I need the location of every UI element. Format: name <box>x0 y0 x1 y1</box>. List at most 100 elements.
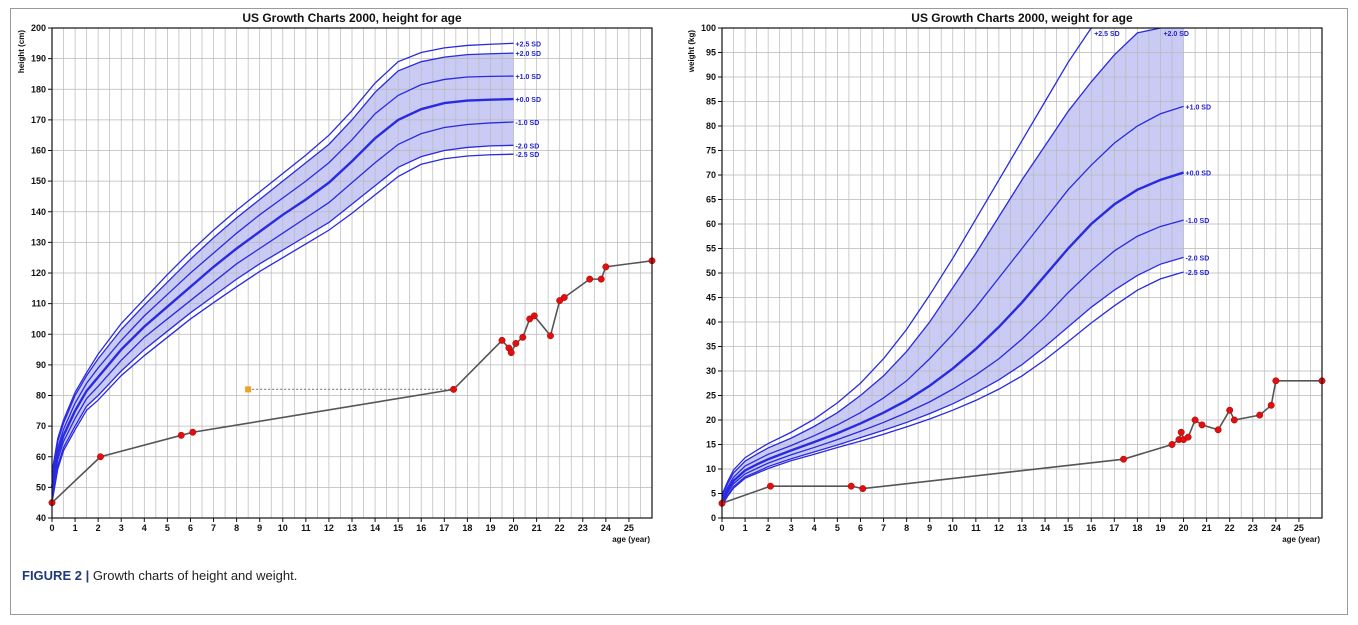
x-axis-label: age (year) <box>1282 535 1320 544</box>
x-tick-label: 5 <box>165 523 170 533</box>
x-tick-label: 3 <box>789 523 794 533</box>
caption-label: FIGURE 2 | <box>22 568 90 583</box>
patient-point <box>1256 411 1264 419</box>
x-tick-label: 24 <box>601 523 611 533</box>
x-tick-label: 14 <box>1040 523 1050 533</box>
figure-caption: FIGURE 2 | Growth charts of height and w… <box>22 568 297 583</box>
y-tick-label: 10 <box>706 464 716 474</box>
patient-point <box>1230 416 1238 424</box>
reference-curve-minus-1-0-sd <box>51 121 514 494</box>
patient-point <box>586 275 594 283</box>
x-tick-label: 8 <box>234 523 239 533</box>
patient-point <box>1191 416 1199 424</box>
patient-point <box>847 482 855 490</box>
reference-curve-minus-2-5-sd <box>721 271 1184 507</box>
caption-text: Growth charts of height and weight. <box>89 568 298 583</box>
x-tick-label: 18 <box>462 523 472 533</box>
y-tick-label: 95 <box>706 48 716 58</box>
patient-point <box>1226 406 1234 414</box>
x-tick-label: 12 <box>324 523 334 533</box>
x-tick-label: 9 <box>257 523 262 533</box>
curve-label-plusminus-1-0-sd: +1.0 SD <box>1186 104 1212 111</box>
x-tick-label: 4 <box>812 523 817 533</box>
x-tick-label: 23 <box>1248 523 1258 533</box>
reference-curve-plusminus-0-0-sd <box>50 97 514 488</box>
y-tick-label: 160 <box>31 146 46 156</box>
x-tick-label: 15 <box>1063 523 1073 533</box>
y-tick-label: 80 <box>36 391 46 401</box>
patient-point <box>602 263 610 271</box>
x-tick-label: 22 <box>1225 523 1235 533</box>
chart-title: US Growth Charts 2000, height for age <box>242 11 462 25</box>
x-tick-label: 7 <box>881 523 886 533</box>
patient-point <box>498 336 506 344</box>
patient-point <box>1267 401 1275 409</box>
x-tick-label: 11 <box>301 523 311 533</box>
x-tick-label: 17 <box>1109 523 1119 533</box>
curve-label-plusminus-2-0-sd: +2.0 SD <box>516 51 542 58</box>
y-tick-label: 45 <box>706 293 716 303</box>
y-tick-label: 100 <box>701 23 716 33</box>
x-tick-label: 22 <box>555 523 565 533</box>
x-tick-label: 4 <box>142 523 147 533</box>
x-tick-label: 0 <box>49 523 54 533</box>
orange-marker <box>245 386 252 393</box>
x-tick-label: 1 <box>73 523 78 533</box>
x-tick-label: 2 <box>766 523 771 533</box>
reference-curve-plusminus-0-0-sd <box>720 171 1184 502</box>
patient-point <box>507 349 515 357</box>
reference-curve-plusminus-2-0-sd <box>721 27 1161 497</box>
patient-point <box>859 485 867 493</box>
x-tick-label: 1 <box>743 523 748 533</box>
curve-label-minus-2-5-sd: -2.5 SD <box>1186 270 1210 277</box>
patient-point <box>189 428 197 436</box>
x-tick-label: 13 <box>347 523 357 533</box>
y-tick-label: 110 <box>31 299 46 309</box>
x-tick-label: 21 <box>1202 523 1212 533</box>
y-tick-label: 150 <box>31 176 46 186</box>
x-tick-label: 8 <box>904 523 909 533</box>
y-tick-label: 0 <box>711 513 716 523</box>
patient-point <box>1198 421 1206 429</box>
x-tick-label: 15 <box>393 523 403 533</box>
x-tick-label: 7 <box>211 523 216 533</box>
x-tick-label: 2 <box>96 523 101 533</box>
patient-point <box>560 294 568 301</box>
y-tick-label: 5 <box>711 489 716 499</box>
x-tick-label: 21 <box>532 523 542 533</box>
x-tick-label: 10 <box>948 523 958 533</box>
reference-curve-plusminus-1-0-sd <box>51 75 514 482</box>
curve-label-plusminus-2-5-sd: +2.5 SD <box>516 41 542 48</box>
x-tick-label: 11 <box>971 523 981 533</box>
x-tick-label: 16 <box>1086 523 1096 533</box>
y-axis-label: height (cm) <box>18 30 26 73</box>
y-tick-label: 70 <box>706 170 716 180</box>
x-axis-label: age (year) <box>612 535 650 544</box>
y-tick-label: 30 <box>706 366 716 376</box>
x-tick-label: 9 <box>927 523 932 533</box>
curve-label-minus-2-5-sd: -2.5 SD <box>516 152 540 159</box>
reference-curve-plusminus-2-5-sd <box>51 42 514 473</box>
x-tick-label: 0 <box>719 523 724 533</box>
y-tick-label: 60 <box>706 219 716 229</box>
y-tick-label: 180 <box>31 84 46 94</box>
patient-point <box>1168 441 1176 448</box>
x-tick-label: 13 <box>1017 523 1027 533</box>
patient-point <box>97 453 104 461</box>
x-tick-label: 3 <box>119 523 124 533</box>
y-tick-label: 100 <box>31 329 46 339</box>
reference-curve-minus-1-0-sd <box>721 219 1184 504</box>
x-tick-label: 12 <box>994 523 1004 533</box>
x-tick-label: 16 <box>416 523 426 533</box>
x-tick-label: 19 <box>1155 523 1165 533</box>
curve-label-plusminus-2-5-sd: +2.5 SD <box>1094 31 1120 38</box>
y-tick-label: 200 <box>31 23 46 33</box>
curve-label-plusminus-0-0-sd: +0.0 SD <box>1186 171 1212 178</box>
curve-label-minus-2-0-sd: -2.0 SD <box>1186 255 1210 262</box>
grid <box>721 27 1323 519</box>
patient-point <box>1184 433 1192 441</box>
y-tick-label: 85 <box>706 97 716 107</box>
y-tick-label: 120 <box>31 268 46 278</box>
patient-point <box>767 482 774 490</box>
x-tick-label: 10 <box>278 523 288 533</box>
